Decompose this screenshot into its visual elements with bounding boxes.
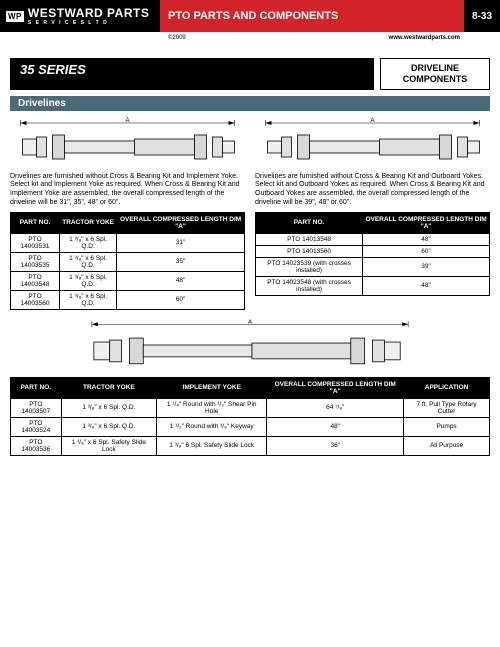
left-column: A Drivelines are furnished without Cross… <box>10 117 245 310</box>
page-title: PTO PARTS AND COMPONENTS <box>160 0 464 32</box>
th: OVERALL COMPRESSED LENGTH DIM "A" <box>363 212 490 233</box>
table-cell: 48" <box>267 417 404 436</box>
table-row: PTO 140035241 ³/₈" x 6 Spl. Q.D.1 ¹/₂" R… <box>11 417 490 436</box>
svg-text:A: A <box>125 118 129 124</box>
logo: WP WESTWARD PARTS S E R V I C E S L T D <box>0 0 160 32</box>
table-cell: 35" <box>117 252 245 271</box>
th: PART NO. <box>11 212 60 233</box>
table-cell: PTO 14003536 <box>11 436 62 455</box>
table-cell: 1 ³/₈" x 6 Spl. Q.D. <box>60 290 117 309</box>
logo-icon: WP <box>6 11 24 22</box>
table-cell: 31" <box>117 233 245 252</box>
svg-text:A: A <box>370 118 374 124</box>
driveline-figure-left: A <box>10 117 245 167</box>
table-cell: 60" <box>117 290 245 309</box>
table-cell: 36" <box>267 436 404 455</box>
table-cell: Pumps <box>404 417 490 436</box>
series-label: 35 SERIES <box>10 58 374 90</box>
component-line1: DRIVELINE <box>389 63 481 74</box>
website-url: www.westwardparts.com <box>389 35 460 41</box>
th: PART NO. <box>11 377 62 398</box>
th: TRACTOR YOKE <box>60 212 117 233</box>
logo-subtext: S E R V I C E S L T D <box>28 21 149 26</box>
th: IMPLEMENT YOKE <box>157 377 267 398</box>
table-cell: 1 ³/₈" x 6 Spl. Q.D. <box>61 417 156 436</box>
right-column: A Drivelines are furnished without Cross… <box>255 117 490 310</box>
table-cell: 1 ³/₈" x 6 Spl. Q.D. <box>60 271 117 290</box>
right-description: Drivelines are furnished without Cross &… <box>255 173 490 208</box>
table-cell: PTO 14003535 <box>11 252 60 271</box>
table-row: PTO 1401356060" <box>256 245 490 257</box>
section-header: Drivelines <box>10 96 490 111</box>
table-row: PTO 140035071 ³/₈" x 6 Spl. Q.D.1 ¹/₄" R… <box>11 398 490 417</box>
top-header: WP WESTWARD PARTS S E R V I C E S L T D … <box>0 0 500 32</box>
th: PART NO. <box>256 212 363 233</box>
table-cell: 48" <box>363 276 490 295</box>
table-row: PTO 14023539 (with crosses installed)39" <box>256 257 490 276</box>
driveline-figure-right: A <box>255 117 490 167</box>
table-cell: 7 ft. Pull Type Rotary Cutter <box>404 398 490 417</box>
table-row: PTO 140035351 ³/₈" x 6 Spl. Q.D.35" <box>11 252 245 271</box>
component-category-box: DRIVELINE COMPONENTS <box>380 58 490 90</box>
table-row: PTO 140035601 ³/₈" x 6 Spl. Q.D.60" <box>11 290 245 309</box>
table-cell: 1 ¹/₄" Round with ¹/₂" Shear Pin Hole <box>157 398 267 417</box>
th: OVERALL COMPRESSED LENGTH DIM "A" <box>117 212 245 233</box>
right-table: PART NO. OVERALL COMPRESSED LENGTH DIM "… <box>255 212 490 296</box>
table-row: PTO 140035481 ³/₈" x 6 Spl. Q.D.48" <box>11 271 245 290</box>
table-cell: PTO 14003560 <box>11 290 60 309</box>
table-cell: PTO 14003531 <box>11 233 60 252</box>
table-cell: 60" <box>363 245 490 257</box>
table-row: PTO 140035311 ³/₈" x 6 Spl. Q.D.31" <box>11 233 245 252</box>
copyright: ©2009 <box>168 35 186 41</box>
left-table: PART NO. TRACTOR YOKE OVERALL COMPRESSED… <box>10 212 245 310</box>
table-row: PTO 14023548 (with crosses installed)48" <box>256 276 490 295</box>
table-cell: 1 ³/₈" x 6 Spl. Safety Slide Lock <box>61 436 156 455</box>
table-cell: 48" <box>363 233 490 245</box>
table-cell: 39" <box>363 257 490 276</box>
table-cell: 48" <box>117 271 245 290</box>
table-cell: 1 ³/₈" x 6 Spl. Q.D. <box>60 252 117 271</box>
logo-text: WESTWARD PARTS <box>28 6 149 20</box>
table-cell: PTO 14003548 <box>11 271 60 290</box>
table-cell: 1 ³/₈" x 6 Spl. Q.D. <box>61 398 156 417</box>
left-description: Drivelines are furnished without Cross &… <box>10 173 245 208</box>
table-cell: PTO 14013548 <box>256 233 363 245</box>
driveline-figure-bottom: A <box>82 318 418 373</box>
table-cell: 1 ¹/₂" Round with ³/₈" Keyway <box>157 417 267 436</box>
component-line2: COMPONENTS <box>389 74 481 85</box>
bottom-table: PART NO. TRACTOR YOKE IMPLEMENT YOKE OVE… <box>10 377 490 456</box>
table-cell: PTO 14003524 <box>11 417 62 436</box>
th: APPLICATION <box>404 377 490 398</box>
table-cell: PTO 14003507 <box>11 398 62 417</box>
table-cell: PTO 14023548 (with crosses installed) <box>256 276 363 295</box>
svg-text:A: A <box>248 319 252 325</box>
table-cell: PTO 14013560 <box>256 245 363 257</box>
table-cell: 1 ³/₈" x 6 Spl. Q.D. <box>60 233 117 252</box>
sub-header: ©2009 www.westwardparts.com <box>0 32 500 44</box>
table-row: PTO 1401354848" <box>256 233 490 245</box>
page-number: 8-33 <box>464 0 500 32</box>
table-cell: PTO 14023539 (with crosses installed) <box>256 257 363 276</box>
table-cell: 64 ⁷/₈" <box>267 398 404 417</box>
table-cell: 1 ³/₈" 6 Spl. Safety Slide Lock <box>157 436 267 455</box>
th: OVERALL COMPRESSED LENGTH DIM "A" <box>267 377 404 398</box>
table-row: PTO 140035361 ³/₈" x 6 Spl. Safety Slide… <box>11 436 490 455</box>
th: TRACTOR YOKE <box>61 377 156 398</box>
table-cell: All Purpose <box>404 436 490 455</box>
